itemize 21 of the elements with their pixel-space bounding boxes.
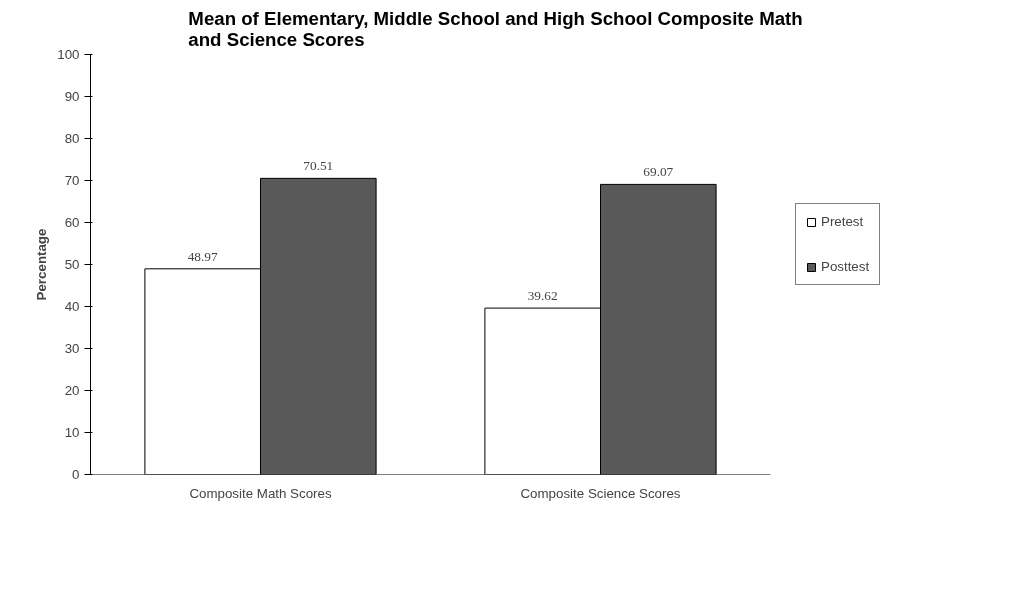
y-tick-label: 80 (64, 131, 80, 146)
legend-label: Pretest (821, 214, 864, 229)
y-tick-label: 70 (64, 173, 80, 188)
data-label: 70.51 (303, 158, 334, 174)
y-tick-label: 10 (64, 425, 80, 440)
y-tick-label: 50 (64, 257, 80, 272)
y-tick-label: 100 (57, 47, 80, 62)
data-label: 48.97 (187, 248, 219, 264)
y-tick-label: 0 (72, 467, 80, 482)
y-tick-label: 40 (64, 299, 80, 314)
x-tick-label: Composite Math Scores (189, 485, 332, 501)
y-axis-title: Percentage (34, 228, 50, 301)
y-tick-label: 20 (64, 383, 80, 398)
x-tick-label: Composite Science Scores (520, 485, 681, 501)
legend-label: Posttest (821, 259, 870, 274)
data-label: 69.07 (643, 164, 674, 180)
y-tick-label: 60 (64, 215, 80, 230)
y-tick-label: 90 (64, 89, 80, 104)
chart-title: Mean of Elementary, Middle School and High School Composite Math and Science Scores (188, 7, 803, 50)
data-label: 39.62 (527, 288, 558, 304)
y-tick-label: 30 (64, 341, 80, 356)
